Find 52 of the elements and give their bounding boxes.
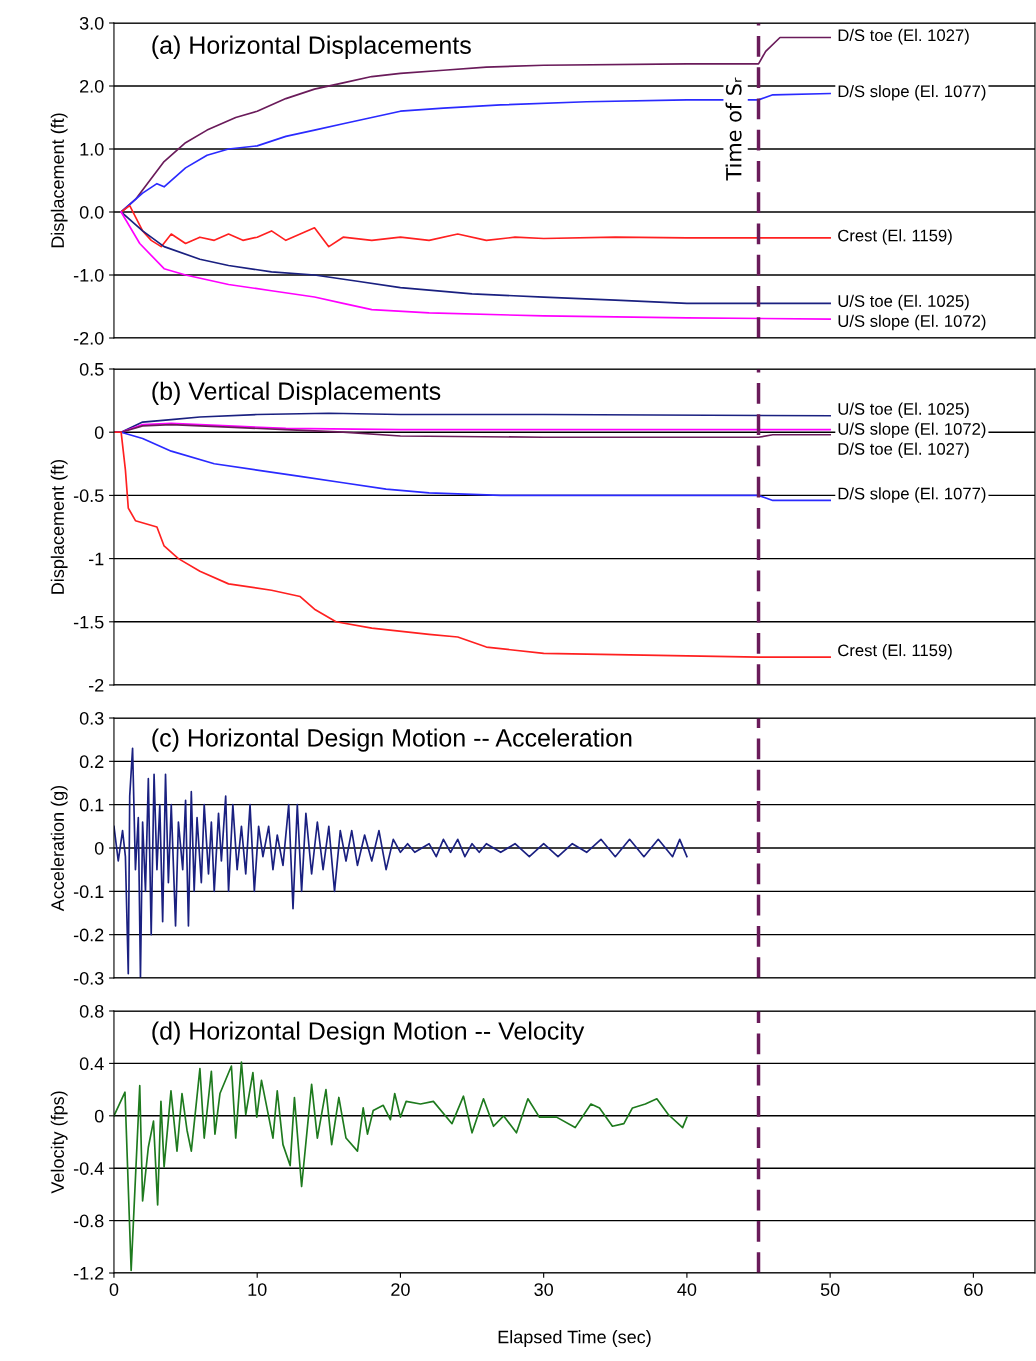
y-tick-label: 0.3	[79, 711, 104, 725]
series-label: D/S toe (El. 1027)	[838, 442, 969, 459]
y-tick-label: 1.0	[80, 142, 104, 156]
chart-title: (c) Horizontal Design Motion -- Acceleration	[152, 728, 632, 752]
y-tick-label: -0.1	[73, 885, 104, 899]
y-tick-label: 0.4	[79, 1057, 104, 1071]
y-tick-label: -1.0	[73, 268, 104, 282]
y-tick-label: 0.2	[79, 755, 104, 769]
x-axis-title: Elapsed Time (sec)	[498, 1330, 651, 1347]
y-tick-label: -2.0	[73, 331, 104, 345]
y-tick-label: -0.2	[73, 928, 104, 942]
x-tick-label: 50	[820, 1283, 840, 1296]
series-label: D/S slope (El. 1077)	[838, 84, 986, 101]
y-tick-label: -1.5	[73, 615, 104, 629]
x-tick-label: 40	[677, 1283, 697, 1296]
y-axis-title: Velocity (fps)	[50, 1091, 68, 1194]
series-label: Crest (El. 1159)	[838, 229, 952, 245]
series-label: D/S toe (El. 1027)	[838, 28, 969, 45]
y-tick-label: 0.1	[79, 798, 104, 812]
y-tick-label: 0	[94, 1109, 104, 1123]
series-label: U/S toe (El. 1025)	[838, 402, 969, 419]
y-tick-label: 0.8	[79, 1004, 104, 1018]
y-tick-label: 3.0	[79, 16, 104, 30]
y-tick-label: -1.2	[73, 1266, 104, 1280]
y-tick-label: 0.0	[79, 205, 104, 219]
series-label: U/S slope (El. 1072)	[838, 314, 986, 331]
series-label: U/S toe (El. 1025)	[838, 294, 969, 311]
x-tick-label: 60	[964, 1283, 983, 1296]
y-axis-title: Displacement (ft)	[50, 113, 68, 248]
y-tick-label: 0.5	[79, 362, 104, 376]
series-label: D/S slope (El. 1077)	[838, 487, 986, 503]
y-tick-label: -0.4	[73, 1162, 104, 1175]
y-tick-label: 0	[94, 426, 104, 439]
y-tick-label: 2.0	[80, 79, 104, 93]
x-tick-label: 30	[534, 1283, 553, 1296]
ref-line-label: Time of Sᵣ	[725, 77, 742, 181]
series-label: U/S slope (El. 1072)	[838, 422, 986, 439]
y-tick-label: -0.5	[73, 489, 104, 503]
y-tick-label: -0.3	[73, 971, 104, 985]
y-tick-label: -1	[88, 552, 104, 566]
chart-title: (b) Vertical Displacements	[152, 381, 441, 405]
y-axis-title: Acceleration (g)	[50, 785, 68, 912]
y-tick-label: -2	[88, 678, 104, 692]
y-tick-label: -0.8	[73, 1214, 104, 1228]
series-label: Crest (El. 1159)	[838, 644, 952, 660]
y-axis-title: Displacement (ft)	[50, 459, 68, 594]
x-tick-label: 0	[109, 1283, 119, 1296]
x-tick-label: 20	[391, 1283, 410, 1296]
chart-title: (a) Horizontal Displacements	[152, 35, 471, 59]
chart-title: (d) Horizontal Design Motion -- Velocity	[152, 1021, 585, 1045]
x-tick-label: 10	[248, 1283, 267, 1296]
y-tick-label: 0	[94, 841, 104, 855]
